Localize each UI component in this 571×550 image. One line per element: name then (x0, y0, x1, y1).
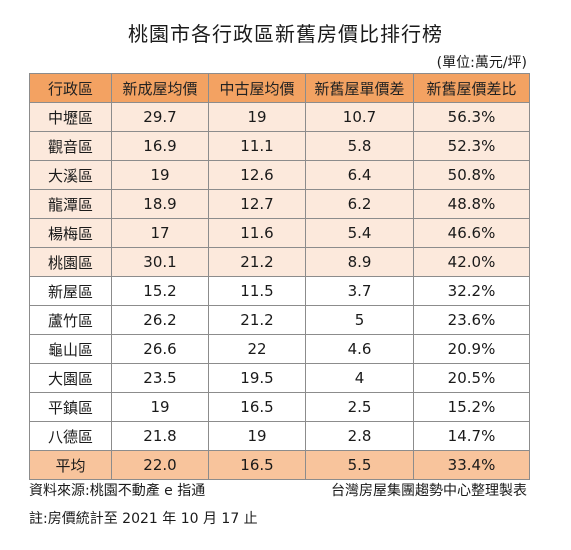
cell-district: 大園區 (29, 363, 112, 393)
cell-new-price: 23.5 (111, 363, 209, 393)
cell-price-diff: 2.5 (305, 392, 414, 422)
unit-label: (單位:萬元/坪) (436, 55, 527, 71)
cell-diff-ratio: 50.8% (413, 160, 530, 190)
cell-district: 龜山區 (29, 334, 112, 364)
maker-credit: 台灣房屋集團趨勢中心整理製表 (331, 483, 527, 499)
table-row: 蘆竹區 26.2 21.2 5 23.6% (29, 305, 530, 335)
cell-used-price: 19 (208, 102, 306, 132)
avg-new-price: 22.0 (111, 450, 209, 480)
cell-used-price: 11.5 (208, 276, 306, 306)
cell-new-price: 21.8 (111, 421, 209, 451)
cell-diff-ratio: 32.2% (413, 276, 530, 306)
cell-price-diff: 4 (305, 363, 414, 393)
cell-district: 大溪區 (29, 160, 112, 190)
table-row: 大園區 23.5 19.5 4 20.5% (29, 363, 530, 393)
header-price-diff: 新舊屋單價差 (305, 73, 414, 103)
cell-district: 楊梅區 (29, 218, 112, 248)
cell-price-diff: 6.2 (305, 189, 414, 219)
table-body: 中壢區 29.7 19 10.7 56.3% 觀音區 16.9 11.1 5.8… (29, 102, 530, 480)
cell-new-price: 19 (111, 160, 209, 190)
cell-new-price: 26.2 (111, 305, 209, 335)
cell-new-price: 29.7 (111, 102, 209, 132)
cell-new-price: 18.9 (111, 189, 209, 219)
cell-price-diff: 2.8 (305, 421, 414, 451)
source-note: 資料來源:桃園不動產 e 指通 (29, 483, 206, 499)
cell-diff-ratio: 52.3% (413, 131, 530, 161)
header-new-price: 新成屋均價 (111, 73, 209, 103)
avg-district: 平均 (29, 450, 112, 480)
page-title: 桃園市各行政區新舊房價比排行榜 (128, 22, 443, 46)
table-row: 八德區 21.8 19 2.8 14.7% (29, 421, 530, 451)
avg-used-price: 16.5 (208, 450, 306, 480)
cell-price-diff: 8.9 (305, 247, 414, 277)
cell-used-price: 12.6 (208, 160, 306, 190)
cell-diff-ratio: 56.3% (413, 102, 530, 132)
cell-used-price: 21.2 (208, 247, 306, 277)
cell-new-price: 15.2 (111, 276, 209, 306)
cell-diff-ratio: 20.9% (413, 334, 530, 364)
header-district: 行政區 (29, 73, 112, 103)
cell-used-price: 16.5 (208, 392, 306, 422)
cell-diff-ratio: 15.2% (413, 392, 530, 422)
cell-new-price: 26.6 (111, 334, 209, 364)
table-row: 觀音區 16.9 11.1 5.8 52.3% (29, 131, 530, 161)
cell-district: 平鎮區 (29, 392, 112, 422)
cell-diff-ratio: 20.5% (413, 363, 530, 393)
cell-price-diff: 5.8 (305, 131, 414, 161)
cell-used-price: 11.6 (208, 218, 306, 248)
cell-price-diff: 3.7 (305, 276, 414, 306)
table-row: 大溪區 19 12.6 6.4 50.8% (29, 160, 530, 190)
table-row: 平鎮區 19 16.5 2.5 15.2% (29, 392, 530, 422)
cell-diff-ratio: 46.6% (413, 218, 530, 248)
cell-diff-ratio: 42.0% (413, 247, 530, 277)
cell-price-diff: 5 (305, 305, 414, 335)
table-row: 龍潭區 18.9 12.7 6.2 48.8% (29, 189, 530, 219)
cell-used-price: 12.7 (208, 189, 306, 219)
cell-used-price: 21.2 (208, 305, 306, 335)
table-row: 桃園區 30.1 21.2 8.9 42.0% (29, 247, 530, 277)
cell-district: 中壢區 (29, 102, 112, 132)
table-row: 龜山區 26.6 22 4.6 20.9% (29, 334, 530, 364)
cell-new-price: 16.9 (111, 131, 209, 161)
table-row: 楊梅區 17 11.6 5.4 46.6% (29, 218, 530, 248)
date-note: 註:房價統計至 2021 年 10 月 17 止 (29, 511, 258, 527)
cell-diff-ratio: 14.7% (413, 421, 530, 451)
avg-price-diff: 5.5 (305, 450, 414, 480)
cell-district: 八德區 (29, 421, 112, 451)
cell-district: 龍潭區 (29, 189, 112, 219)
header-used-price: 中古屋均價 (208, 73, 306, 103)
cell-new-price: 30.1 (111, 247, 209, 277)
cell-new-price: 19 (111, 392, 209, 422)
cell-district: 觀音區 (29, 131, 112, 161)
cell-price-diff: 4.6 (305, 334, 414, 364)
table-row: 新屋區 15.2 11.5 3.7 32.2% (29, 276, 530, 306)
cell-used-price: 22 (208, 334, 306, 364)
average-row: 平均 22.0 16.5 5.5 33.4% (29, 450, 530, 480)
cell-new-price: 17 (111, 218, 209, 248)
cell-used-price: 11.1 (208, 131, 306, 161)
cell-used-price: 19.5 (208, 363, 306, 393)
cell-price-diff: 6.4 (305, 160, 414, 190)
cell-diff-ratio: 48.8% (413, 189, 530, 219)
header-diff-ratio: 新舊屋價差比 (413, 73, 530, 103)
cell-district: 蘆竹區 (29, 305, 112, 335)
cell-price-diff: 5.4 (305, 218, 414, 248)
table-row: 中壢區 29.7 19 10.7 56.3% (29, 102, 530, 132)
cell-diff-ratio: 23.6% (413, 305, 530, 335)
cell-district: 新屋區 (29, 276, 112, 306)
cell-price-diff: 10.7 (305, 102, 414, 132)
table-header-row: 行政區 新成屋均價 中古屋均價 新舊屋單價差 新舊屋價差比 (29, 73, 530, 103)
avg-diff-ratio: 33.4% (413, 450, 530, 480)
ranking-table: 行政區 新成屋均價 中古屋均價 新舊屋單價差 新舊屋價差比 中壢區 29.7 1… (29, 73, 530, 480)
cell-used-price: 19 (208, 421, 306, 451)
cell-district: 桃園區 (29, 247, 112, 277)
